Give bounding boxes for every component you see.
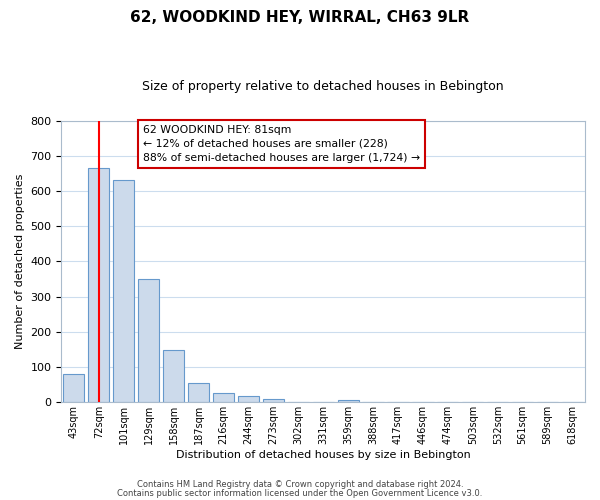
Text: Contains public sector information licensed under the Open Government Licence v3: Contains public sector information licen… (118, 490, 482, 498)
Bar (188, 383, 209, 402)
Bar (163, 350, 184, 403)
Bar (238, 396, 259, 402)
Bar (113, 180, 134, 402)
Bar (88, 168, 109, 402)
Bar (138, 279, 159, 402)
Bar (63, 374, 85, 402)
X-axis label: Distribution of detached houses by size in Bebington: Distribution of detached houses by size … (176, 450, 470, 460)
Bar (213, 393, 234, 402)
Bar (338, 400, 359, 402)
Text: Contains HM Land Registry data © Crown copyright and database right 2024.: Contains HM Land Registry data © Crown c… (137, 480, 463, 489)
Bar (263, 400, 284, 402)
Text: 62 WOODKIND HEY: 81sqm
← 12% of detached houses are smaller (228)
88% of semi-de: 62 WOODKIND HEY: 81sqm ← 12% of detached… (143, 125, 419, 163)
Title: Size of property relative to detached houses in Bebington: Size of property relative to detached ho… (142, 80, 504, 93)
Y-axis label: Number of detached properties: Number of detached properties (15, 174, 25, 349)
Text: 62, WOODKIND HEY, WIRRAL, CH63 9LR: 62, WOODKIND HEY, WIRRAL, CH63 9LR (130, 10, 470, 25)
